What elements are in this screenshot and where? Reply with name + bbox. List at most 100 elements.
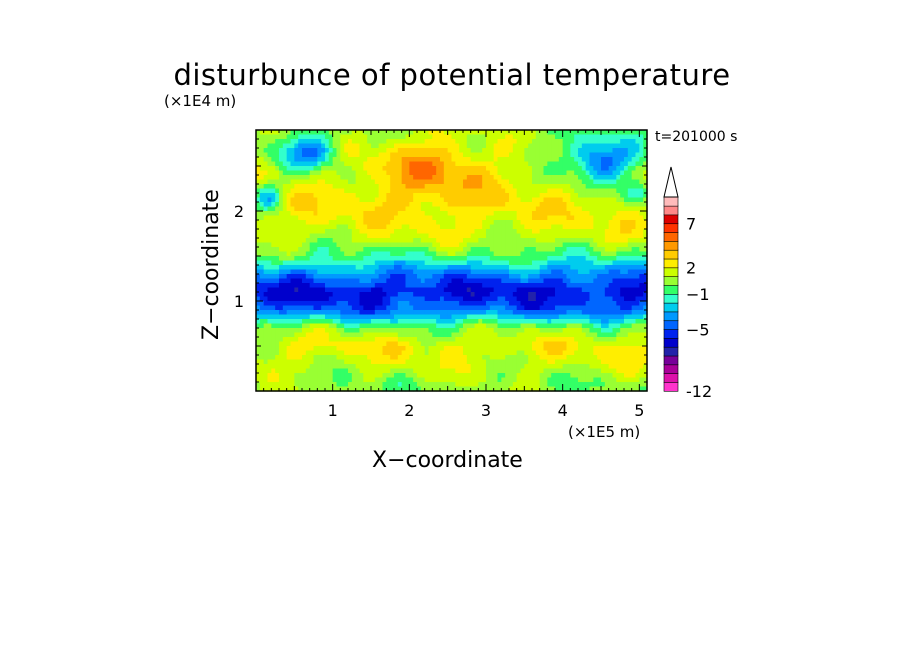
heatmap-cell xyxy=(574,337,579,343)
heatmap-cell xyxy=(601,238,606,244)
heatmap-cell xyxy=(497,175,502,181)
heatmap-cell xyxy=(620,148,625,154)
heatmap-cell xyxy=(390,274,395,280)
heatmap-cell xyxy=(256,296,261,302)
heatmap-cell xyxy=(424,229,430,235)
heatmap-cell xyxy=(317,233,322,239)
heatmap-cell xyxy=(497,184,502,190)
heatmap-cell xyxy=(455,130,460,136)
heatmap-cell xyxy=(493,301,499,307)
heatmap-cell xyxy=(294,296,299,302)
heatmap-cell xyxy=(547,148,552,154)
heatmap-cell xyxy=(336,220,341,226)
heatmap-cell xyxy=(432,143,437,149)
heatmap-cell xyxy=(305,251,311,257)
heatmap-cell xyxy=(578,319,583,325)
heatmap-cell xyxy=(263,301,269,307)
heatmap-cell xyxy=(639,301,644,307)
heatmap-cell xyxy=(547,314,552,320)
heatmap-cell xyxy=(424,224,430,230)
heatmap-cell xyxy=(359,175,364,181)
heatmap-cell xyxy=(302,211,307,217)
heatmap-cell xyxy=(344,256,349,262)
heatmap-cell xyxy=(325,130,330,136)
heatmap-cell xyxy=(382,143,387,149)
heatmap-cell xyxy=(505,305,510,311)
heatmap-cell xyxy=(612,274,617,280)
heatmap-cell xyxy=(359,233,364,239)
heatmap-cell xyxy=(601,175,606,181)
heatmap-cell xyxy=(282,161,288,167)
heatmap-cell xyxy=(551,139,556,145)
heatmap-cell xyxy=(409,238,414,244)
heatmap-cell xyxy=(551,238,556,244)
heatmap-cell xyxy=(371,148,376,154)
heatmap-cell xyxy=(256,269,261,275)
heatmap-cell xyxy=(589,283,594,289)
heatmap-cell xyxy=(386,179,391,185)
heatmap-cell xyxy=(256,287,261,293)
heatmap-cell xyxy=(336,314,341,320)
heatmap-cell xyxy=(328,143,334,149)
heatmap-cell xyxy=(470,152,476,158)
heatmap-cell xyxy=(505,287,510,293)
heatmap-cell xyxy=(294,206,299,212)
heatmap-cell xyxy=(344,148,349,154)
heatmap-cell xyxy=(256,157,261,163)
heatmap-cell xyxy=(275,175,280,181)
heatmap-cell xyxy=(256,242,261,248)
heatmap-cell xyxy=(466,211,472,217)
heatmap-cell xyxy=(282,188,288,194)
heatmap-cell xyxy=(486,130,491,136)
heatmap-cell xyxy=(348,341,353,347)
heatmap-cell xyxy=(321,157,326,163)
heatmap-cell xyxy=(486,179,491,185)
heatmap-cell xyxy=(267,184,272,190)
heatmap-cell xyxy=(604,251,610,257)
heatmap-cell xyxy=(459,319,464,325)
heatmap-cell xyxy=(371,188,376,194)
heatmap-cell xyxy=(363,233,368,239)
heatmap-cell xyxy=(420,179,426,185)
heatmap-cell xyxy=(451,233,456,239)
heatmap-cell xyxy=(589,238,594,244)
heatmap-cell xyxy=(275,274,280,280)
heatmap-cell xyxy=(555,193,560,199)
heatmap-cell xyxy=(394,130,399,136)
heatmap-cell xyxy=(443,206,449,212)
heatmap-cell xyxy=(482,296,487,302)
heatmap-cell xyxy=(382,175,387,181)
heatmap-cell xyxy=(443,161,449,167)
heatmap-cell xyxy=(585,166,591,172)
heatmap-cell xyxy=(313,143,318,149)
heatmap-cell xyxy=(298,202,303,208)
heatmap-cell xyxy=(551,292,556,298)
heatmap-cell xyxy=(532,175,537,181)
heatmap-cell xyxy=(539,328,545,334)
heatmap-cell xyxy=(432,175,437,181)
heatmap-cell xyxy=(409,301,414,307)
heatmap-cell xyxy=(263,341,269,347)
heatmap-cell xyxy=(436,179,441,185)
heatmap-cell xyxy=(616,346,621,352)
heatmap-cell xyxy=(409,260,414,266)
heatmap-cell xyxy=(305,184,311,190)
heatmap-cell xyxy=(543,143,548,149)
heatmap-cell xyxy=(635,251,640,257)
heatmap-cell xyxy=(562,211,568,217)
heatmap-cell xyxy=(493,251,499,257)
heatmap-cell xyxy=(578,283,583,289)
heatmap-cell xyxy=(309,319,315,325)
heatmap-cell xyxy=(643,143,648,149)
heatmap-cell xyxy=(359,319,364,325)
heatmap-cell xyxy=(493,206,499,212)
heatmap-cell xyxy=(516,134,522,140)
heatmap-cell xyxy=(424,260,430,266)
heatmap-cell xyxy=(443,265,449,271)
heatmap-cell xyxy=(263,224,269,230)
heatmap-cell xyxy=(263,220,269,226)
heatmap-cell xyxy=(256,310,261,316)
heatmap-cell xyxy=(351,175,357,181)
heatmap-cell xyxy=(267,224,272,230)
heatmap-cell xyxy=(390,305,395,311)
